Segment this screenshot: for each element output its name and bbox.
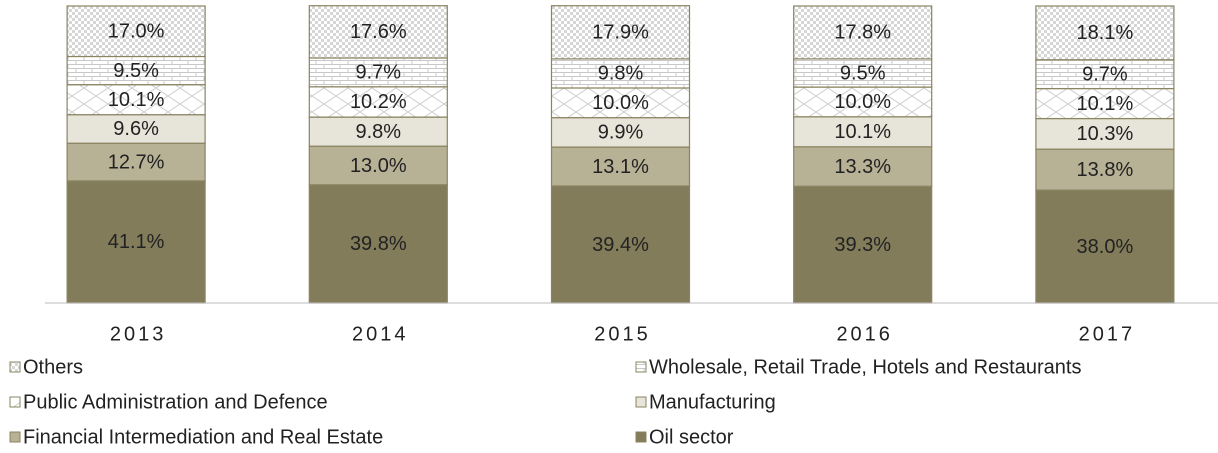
value-label: 10.1% xyxy=(834,121,891,143)
bar-segment xyxy=(1035,59,1175,90)
value-label: 17.6% xyxy=(350,21,407,43)
bar-segment xyxy=(550,87,691,119)
bar-segment xyxy=(1035,87,1175,120)
value-label: 12.7% xyxy=(108,151,165,173)
bar-segment xyxy=(1035,148,1175,191)
legend-label: Manufacturing xyxy=(649,391,776,413)
x-tick-label: 2015 xyxy=(594,323,651,345)
bar-segment xyxy=(308,5,448,59)
bar-segment xyxy=(550,5,691,60)
bar-segment xyxy=(1035,117,1175,150)
value-label: 10.3% xyxy=(1077,123,1134,145)
legend-label: Oil sector xyxy=(649,426,734,448)
value-label: 9.6% xyxy=(113,118,159,140)
value-label: 38.0% xyxy=(1077,236,1134,258)
value-label: 13.8% xyxy=(1077,159,1134,181)
bar-segment xyxy=(550,185,691,304)
value-label: 10.0% xyxy=(592,92,649,114)
legend-label: Wholesale, Retail Trade, Hotels and Rest… xyxy=(649,356,1081,378)
value-label: 17.8% xyxy=(834,22,891,44)
legend-swatch xyxy=(635,361,647,373)
legend-swatch xyxy=(9,396,21,408)
bar-segment xyxy=(66,55,206,86)
value-label: 17.9% xyxy=(592,22,649,44)
value-label: 9.7% xyxy=(356,62,402,84)
x-tick-label: 2017 xyxy=(1079,323,1136,345)
bar-segment xyxy=(793,58,933,88)
legend-swatch xyxy=(9,361,21,373)
bar-segment xyxy=(66,84,206,116)
x-tick-label: 2013 xyxy=(110,323,167,345)
bar-segment xyxy=(308,86,448,118)
value-label: 13.1% xyxy=(592,156,649,178)
x-tick-label: 2014 xyxy=(352,323,409,345)
value-label: 18.1% xyxy=(1077,22,1134,44)
value-label: 10.1% xyxy=(108,89,165,111)
legend-swatch xyxy=(635,431,647,443)
bar-segment xyxy=(793,5,933,60)
value-label: 39.3% xyxy=(834,234,891,256)
bar-segment xyxy=(308,145,448,186)
bar-segment xyxy=(550,117,691,148)
value-label: 41.1% xyxy=(108,231,165,253)
legend-label: Public Administration and Defence xyxy=(23,391,328,413)
value-label: 9.8% xyxy=(598,63,644,85)
legend-swatch xyxy=(9,431,21,443)
value-label: 13.3% xyxy=(834,156,891,178)
bar-segment xyxy=(66,5,206,58)
value-label: 9.8% xyxy=(356,121,402,143)
value-label: 17.0% xyxy=(108,21,165,43)
value-label: 39.8% xyxy=(350,233,407,255)
bar-segment xyxy=(1035,5,1175,61)
value-label: 9.9% xyxy=(598,122,644,144)
legend-swatch xyxy=(635,396,647,408)
x-tick-label: 2016 xyxy=(836,323,893,345)
bar-segment xyxy=(793,116,933,148)
value-label: 10.2% xyxy=(350,91,407,113)
value-label: 10.1% xyxy=(1077,93,1134,115)
bar-segment xyxy=(66,180,206,304)
value-label: 9.7% xyxy=(1082,63,1128,85)
bar-segment xyxy=(793,185,933,304)
bar-segment xyxy=(1035,189,1175,304)
value-label: 9.5% xyxy=(113,60,159,82)
bar-segment xyxy=(308,116,448,147)
value-label: 39.4% xyxy=(592,234,649,256)
legend-label: Financial Intermediation and Real Estate xyxy=(23,426,383,448)
value-label: 9.5% xyxy=(840,62,886,84)
value-label: 10.0% xyxy=(834,91,891,113)
legend-label: Others xyxy=(23,356,83,378)
bar-segment xyxy=(308,57,448,88)
value-label: 13.0% xyxy=(350,155,407,177)
bar-segment xyxy=(550,58,691,89)
bar-segment xyxy=(66,142,206,182)
bar-segment xyxy=(793,146,933,187)
